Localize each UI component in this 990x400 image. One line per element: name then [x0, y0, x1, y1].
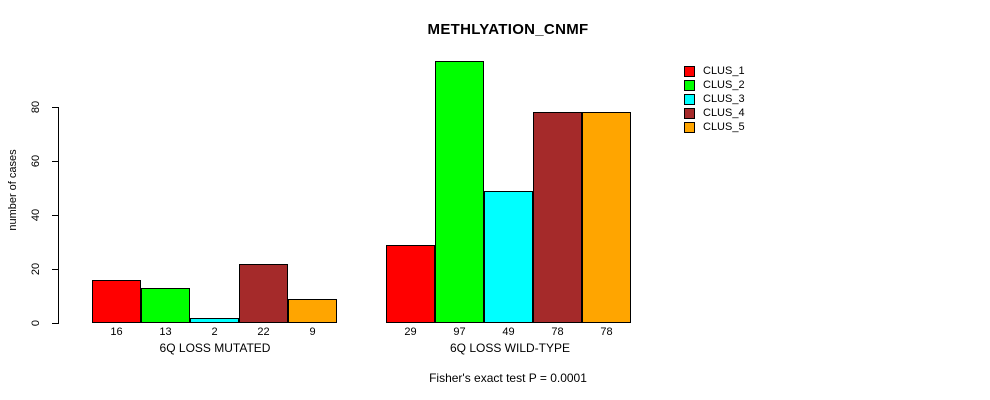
legend-label-clus_3: CLUS_3 — [703, 92, 745, 105]
legend-item-clus_1: CLUS_1 — [684, 64, 745, 78]
bar-clus_1-group2 — [386, 245, 435, 323]
legend-swatch-clus_3 — [684, 93, 695, 105]
legend-item-clus_3: CLUS_3 — [684, 92, 745, 106]
bar-clus_4-group2 — [533, 112, 582, 323]
y-tick-mark-0 — [52, 323, 58, 324]
y-tick-label-20: 20 — [30, 262, 42, 276]
legend-item-clus_4: CLUS_4 — [684, 106, 745, 120]
y-tick-label-80: 80 — [30, 100, 42, 114]
bar-value-label-clus_1-group1: 16 — [110, 326, 123, 338]
bar-clus_3-group1 — [190, 318, 239, 323]
bar-value-label-clus_5-group1: 9 — [309, 326, 316, 338]
y-tick-label-0: 0 — [30, 319, 42, 327]
bar-value-label-clus_4-group1: 22 — [257, 326, 270, 338]
y-tick-label-60: 60 — [30, 154, 42, 168]
bar-value-label-clus_5-group2: 78 — [600, 326, 613, 338]
legend: CLUS_1 CLUS_2 CLUS_3 CLUS_4 CLUS_5 — [684, 64, 745, 134]
bar-value-label-clus_2-group1: 13 — [159, 326, 172, 338]
legend-label-clus_2: CLUS_2 — [703, 78, 745, 91]
y-axis-label: number of cases — [7, 149, 19, 231]
y-tick-mark-80 — [52, 107, 58, 108]
bar-clus_4-group1 — [239, 264, 288, 323]
chart-title: METHLYATION_CNMF — [427, 21, 589, 38]
legend-label-clus_4: CLUS_4 — [703, 106, 745, 119]
bar-value-label-clus_1-group2: 29 — [404, 326, 417, 338]
legend-item-clus_5: CLUS_5 — [684, 120, 745, 134]
bar-value-label-clus_4-group2: 78 — [551, 326, 564, 338]
legend-swatch-clus_1 — [684, 65, 695, 77]
bar-clus_2-group1 — [141, 288, 190, 323]
legend-swatch-clus_2 — [684, 79, 695, 91]
bar-clus_2-group2 — [435, 61, 484, 323]
legend-label-clus_1: CLUS_1 — [703, 64, 745, 77]
y-tick-label-40: 40 — [30, 208, 42, 222]
group-label-mutated: 6Q LOSS MUTATED — [159, 341, 271, 355]
bar-value-label-clus_3-group1: 2 — [211, 326, 218, 338]
y-tick-mark-60 — [52, 161, 58, 162]
bar-clus_1-group1 — [92, 280, 141, 323]
bar-clus_5-group1 — [288, 299, 337, 323]
fisher-test-annotation: Fisher's exact test P = 0.0001 — [429, 371, 587, 385]
bar-value-label-clus_3-group2: 49 — [502, 326, 515, 338]
bar-clus_5-group2 — [582, 112, 631, 323]
group-label-wild-type: 6Q LOSS WILD-TYPE — [449, 341, 571, 355]
legend-item-clus_2: CLUS_2 — [684, 78, 745, 92]
bar-clus_3-group2 — [484, 191, 533, 323]
y-tick-mark-20 — [52, 269, 58, 270]
legend-swatch-clus_5 — [684, 121, 695, 133]
bar-value-label-clus_2-group2: 97 — [453, 326, 466, 338]
legend-label-clus_5: CLUS_5 — [703, 120, 745, 133]
legend-swatch-clus_4 — [684, 107, 695, 119]
y-axis-line — [58, 107, 59, 324]
y-tick-mark-40 — [52, 215, 58, 216]
